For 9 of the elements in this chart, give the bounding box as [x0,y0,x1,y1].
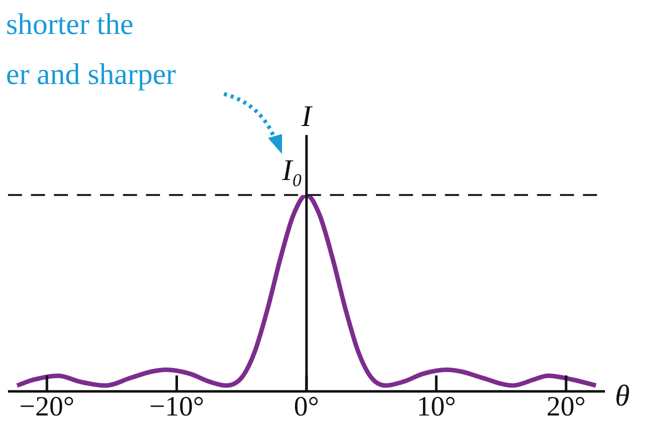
x-tick-label: 10° [416,392,456,423]
ref-line-label: I₀ [281,154,302,187]
y-axis-title: I [300,100,314,133]
x-tick-label: 0° [294,392,320,423]
x-axis-title: θ [615,379,630,412]
x-tick-label: 20° [546,392,586,423]
text: shorter the er and sharper [6,7,176,93]
x-tick-label: −10° [149,392,204,423]
x-tick-label: −20° [19,392,74,423]
